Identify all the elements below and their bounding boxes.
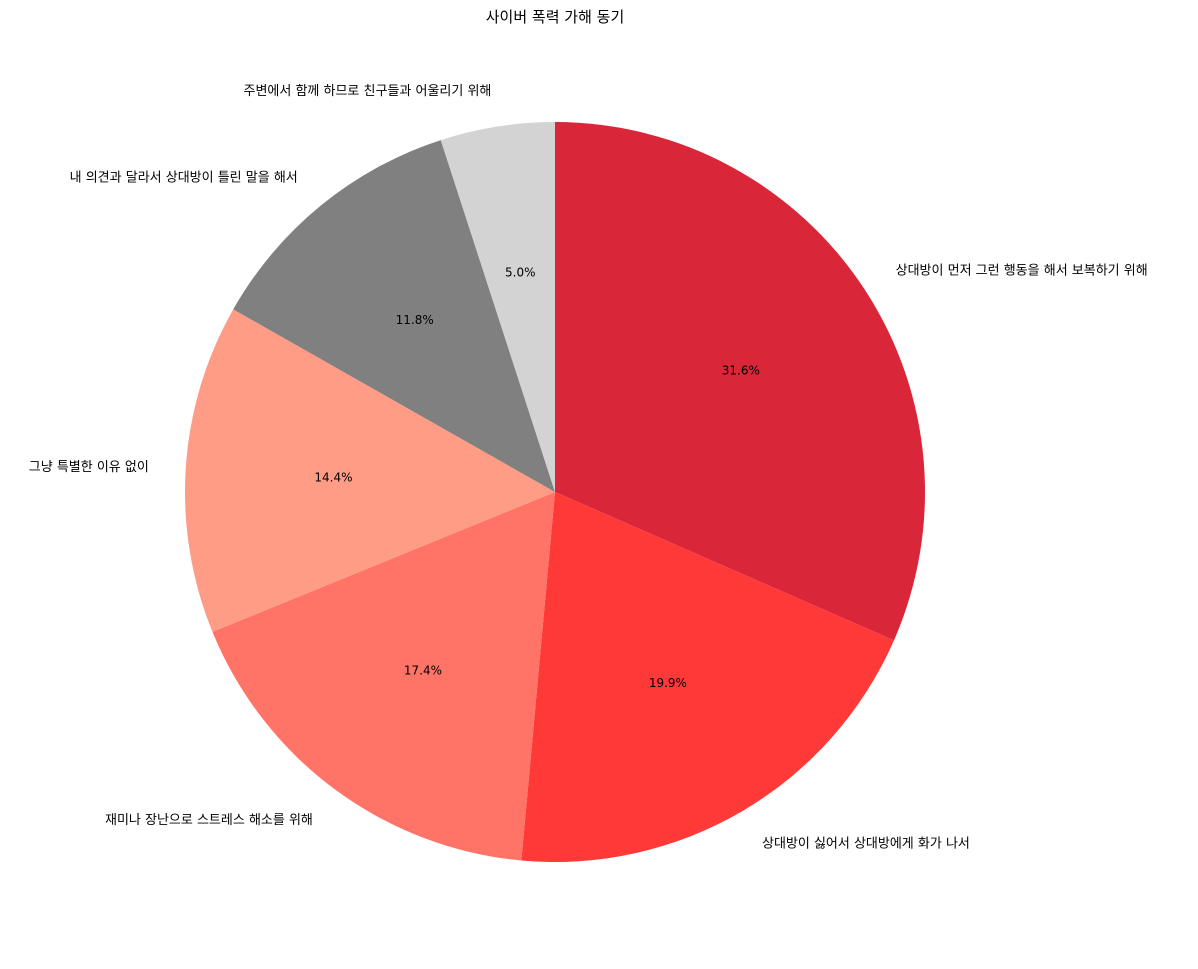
pie-labels: 31.6% 상대방이 먼저 그런 행동을 해서 보복하기 위해 19.9% 상대방이 … [29, 84, 1148, 851]
slice-percent-label: 31.6% [722, 364, 760, 378]
pie-slice [521, 492, 894, 863]
pie-slice [233, 140, 556, 492]
slice-percent-label: 11.8% [396, 313, 434, 327]
pie-slices [184, 122, 925, 863]
slice-percent-label: 19.9% [649, 676, 687, 690]
slice-category-label: 내 의견과 달라서 상대방이 틀린 말을 해서 [70, 171, 298, 186]
slice-category-label: 재미나 장난으로 스트레스 해소를 위해 [105, 813, 313, 828]
slice-category-label: 상대방이 먼저 그런 행동을 해서 보복하기 위해 [896, 262, 1148, 278]
slice-percent-label: 17.4% [404, 663, 442, 677]
slice-category-label: 상대방이 싫어서 상대방에게 화가 나서 [762, 836, 970, 851]
pie-slice [440, 122, 555, 492]
slice-percent-label: 5.0% [505, 266, 536, 280]
pie-slice [555, 122, 925, 641]
pie-slice [184, 309, 555, 632]
slice-category-label: 그냥 특별한 이유 없이 [29, 460, 149, 475]
slice-category-label: 주변에서 함께 하므로 친구들과 어울리기 위해 [243, 84, 491, 99]
pie-slice [212, 492, 555, 861]
slice-percent-label: 14.4% [314, 471, 352, 485]
chart-title: 사이버 폭력 가해 동기 [486, 8, 625, 26]
